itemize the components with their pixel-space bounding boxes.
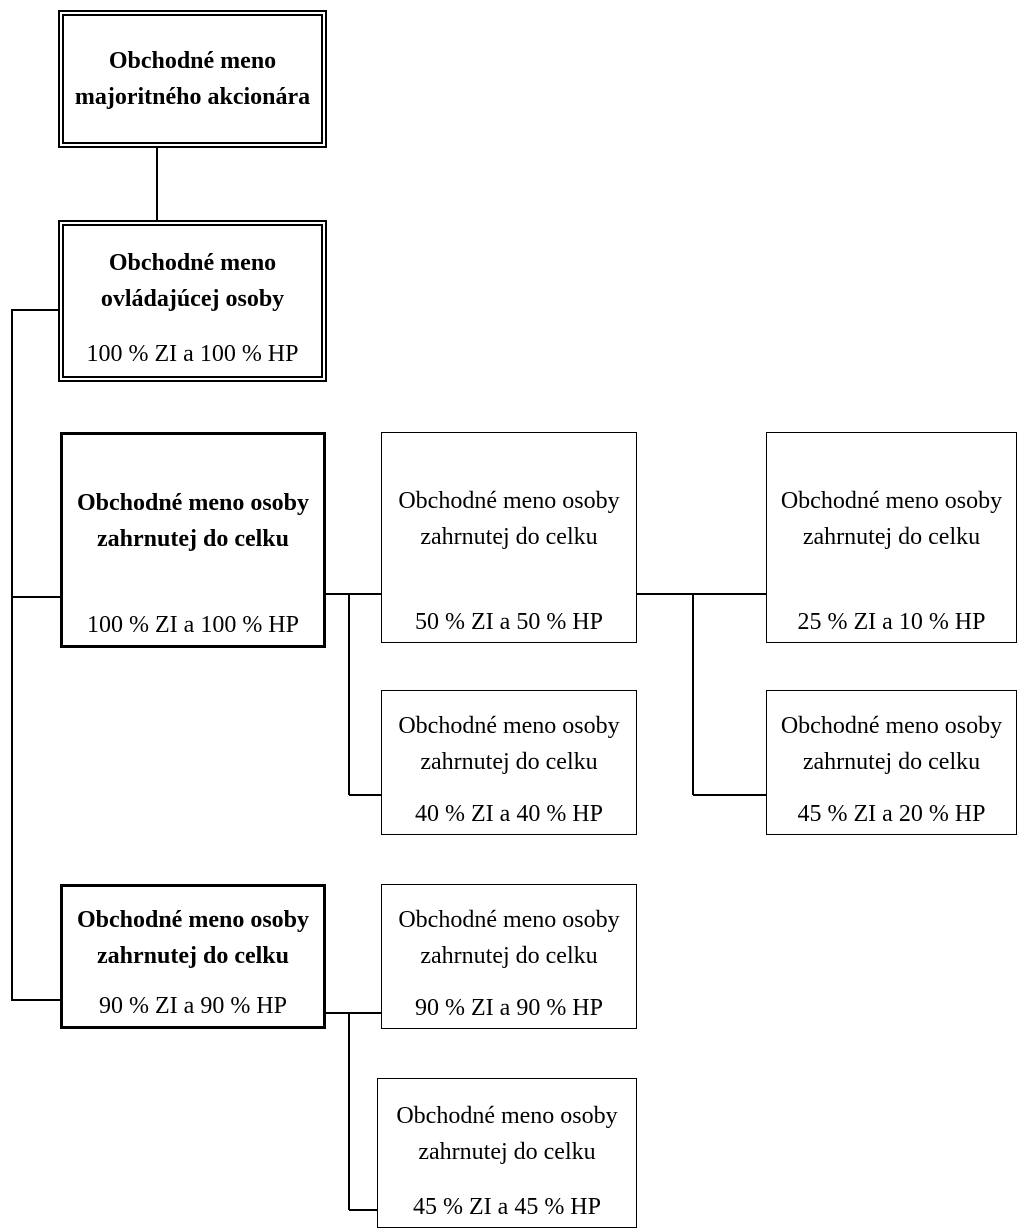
node: Obchodné meno osoby zahrnutej do celku 2… xyxy=(766,432,1017,643)
node-share: 25 % ZI a 10 % HP xyxy=(797,609,986,635)
node-name: Obchodné meno osoby zahrnutej do celku xyxy=(398,906,620,969)
node-share: 40 % ZI a 40 % HP xyxy=(415,801,603,827)
node-name: Obchodné meno osoby zahrnutej do celku xyxy=(780,487,1003,550)
node-share: 90 % ZI a 90 % HP xyxy=(415,995,603,1021)
node-share: 45 % ZI a 45 % HP xyxy=(413,1194,601,1220)
node-share: 100 % ZI a 100 % HP xyxy=(87,612,299,638)
node-name: Obchodné meno osoby zahrnutej do celku xyxy=(396,1103,618,1165)
node: Obchodné meno osoby zahrnutej do celku 9… xyxy=(60,884,326,1029)
node: Obchodné meno osoby zahrnutej do celku 1… xyxy=(60,432,326,648)
node-name: Obchodné meno osoby zahrnutej do celku xyxy=(76,906,310,969)
node-share: 100 % ZI a 100 % HP xyxy=(86,341,299,367)
node: Obchodné meno majoritného akcionára xyxy=(58,10,327,148)
node-name: Obchodné meno osoby zahrnutej do celku xyxy=(780,712,1003,775)
node-share: 45 % ZI a 20 % HP xyxy=(797,801,986,827)
node-name: Obchodné meno osoby zahrnutej do celku xyxy=(398,487,620,550)
node-name: Obchodné meno majoritného akcionára xyxy=(74,48,311,110)
node: Obchodné meno ovládajúcej osoby 100 % ZI… xyxy=(58,220,327,382)
node-name: Obchodné meno osoby zahrnutej do celku xyxy=(76,490,310,552)
node: Obchodné meno osoby zahrnutej do celku 4… xyxy=(381,690,637,835)
node-share: 50 % ZI a 50 % HP xyxy=(415,609,603,635)
node: Obchodné meno osoby zahrnutej do celku 9… xyxy=(381,884,637,1029)
node-name: Obchodné meno ovládajúcej osoby xyxy=(100,250,285,312)
node: Obchodné meno osoby zahrnutej do celku 4… xyxy=(377,1078,637,1228)
node: Obchodné meno osoby zahrnutej do celku 4… xyxy=(766,690,1017,835)
node-share: 90 % ZI a 90 % HP xyxy=(99,993,287,1019)
node-name: Obchodné meno osoby zahrnutej do celku xyxy=(398,712,620,775)
node: Obchodné meno osoby zahrnutej do celku 5… xyxy=(381,432,637,643)
